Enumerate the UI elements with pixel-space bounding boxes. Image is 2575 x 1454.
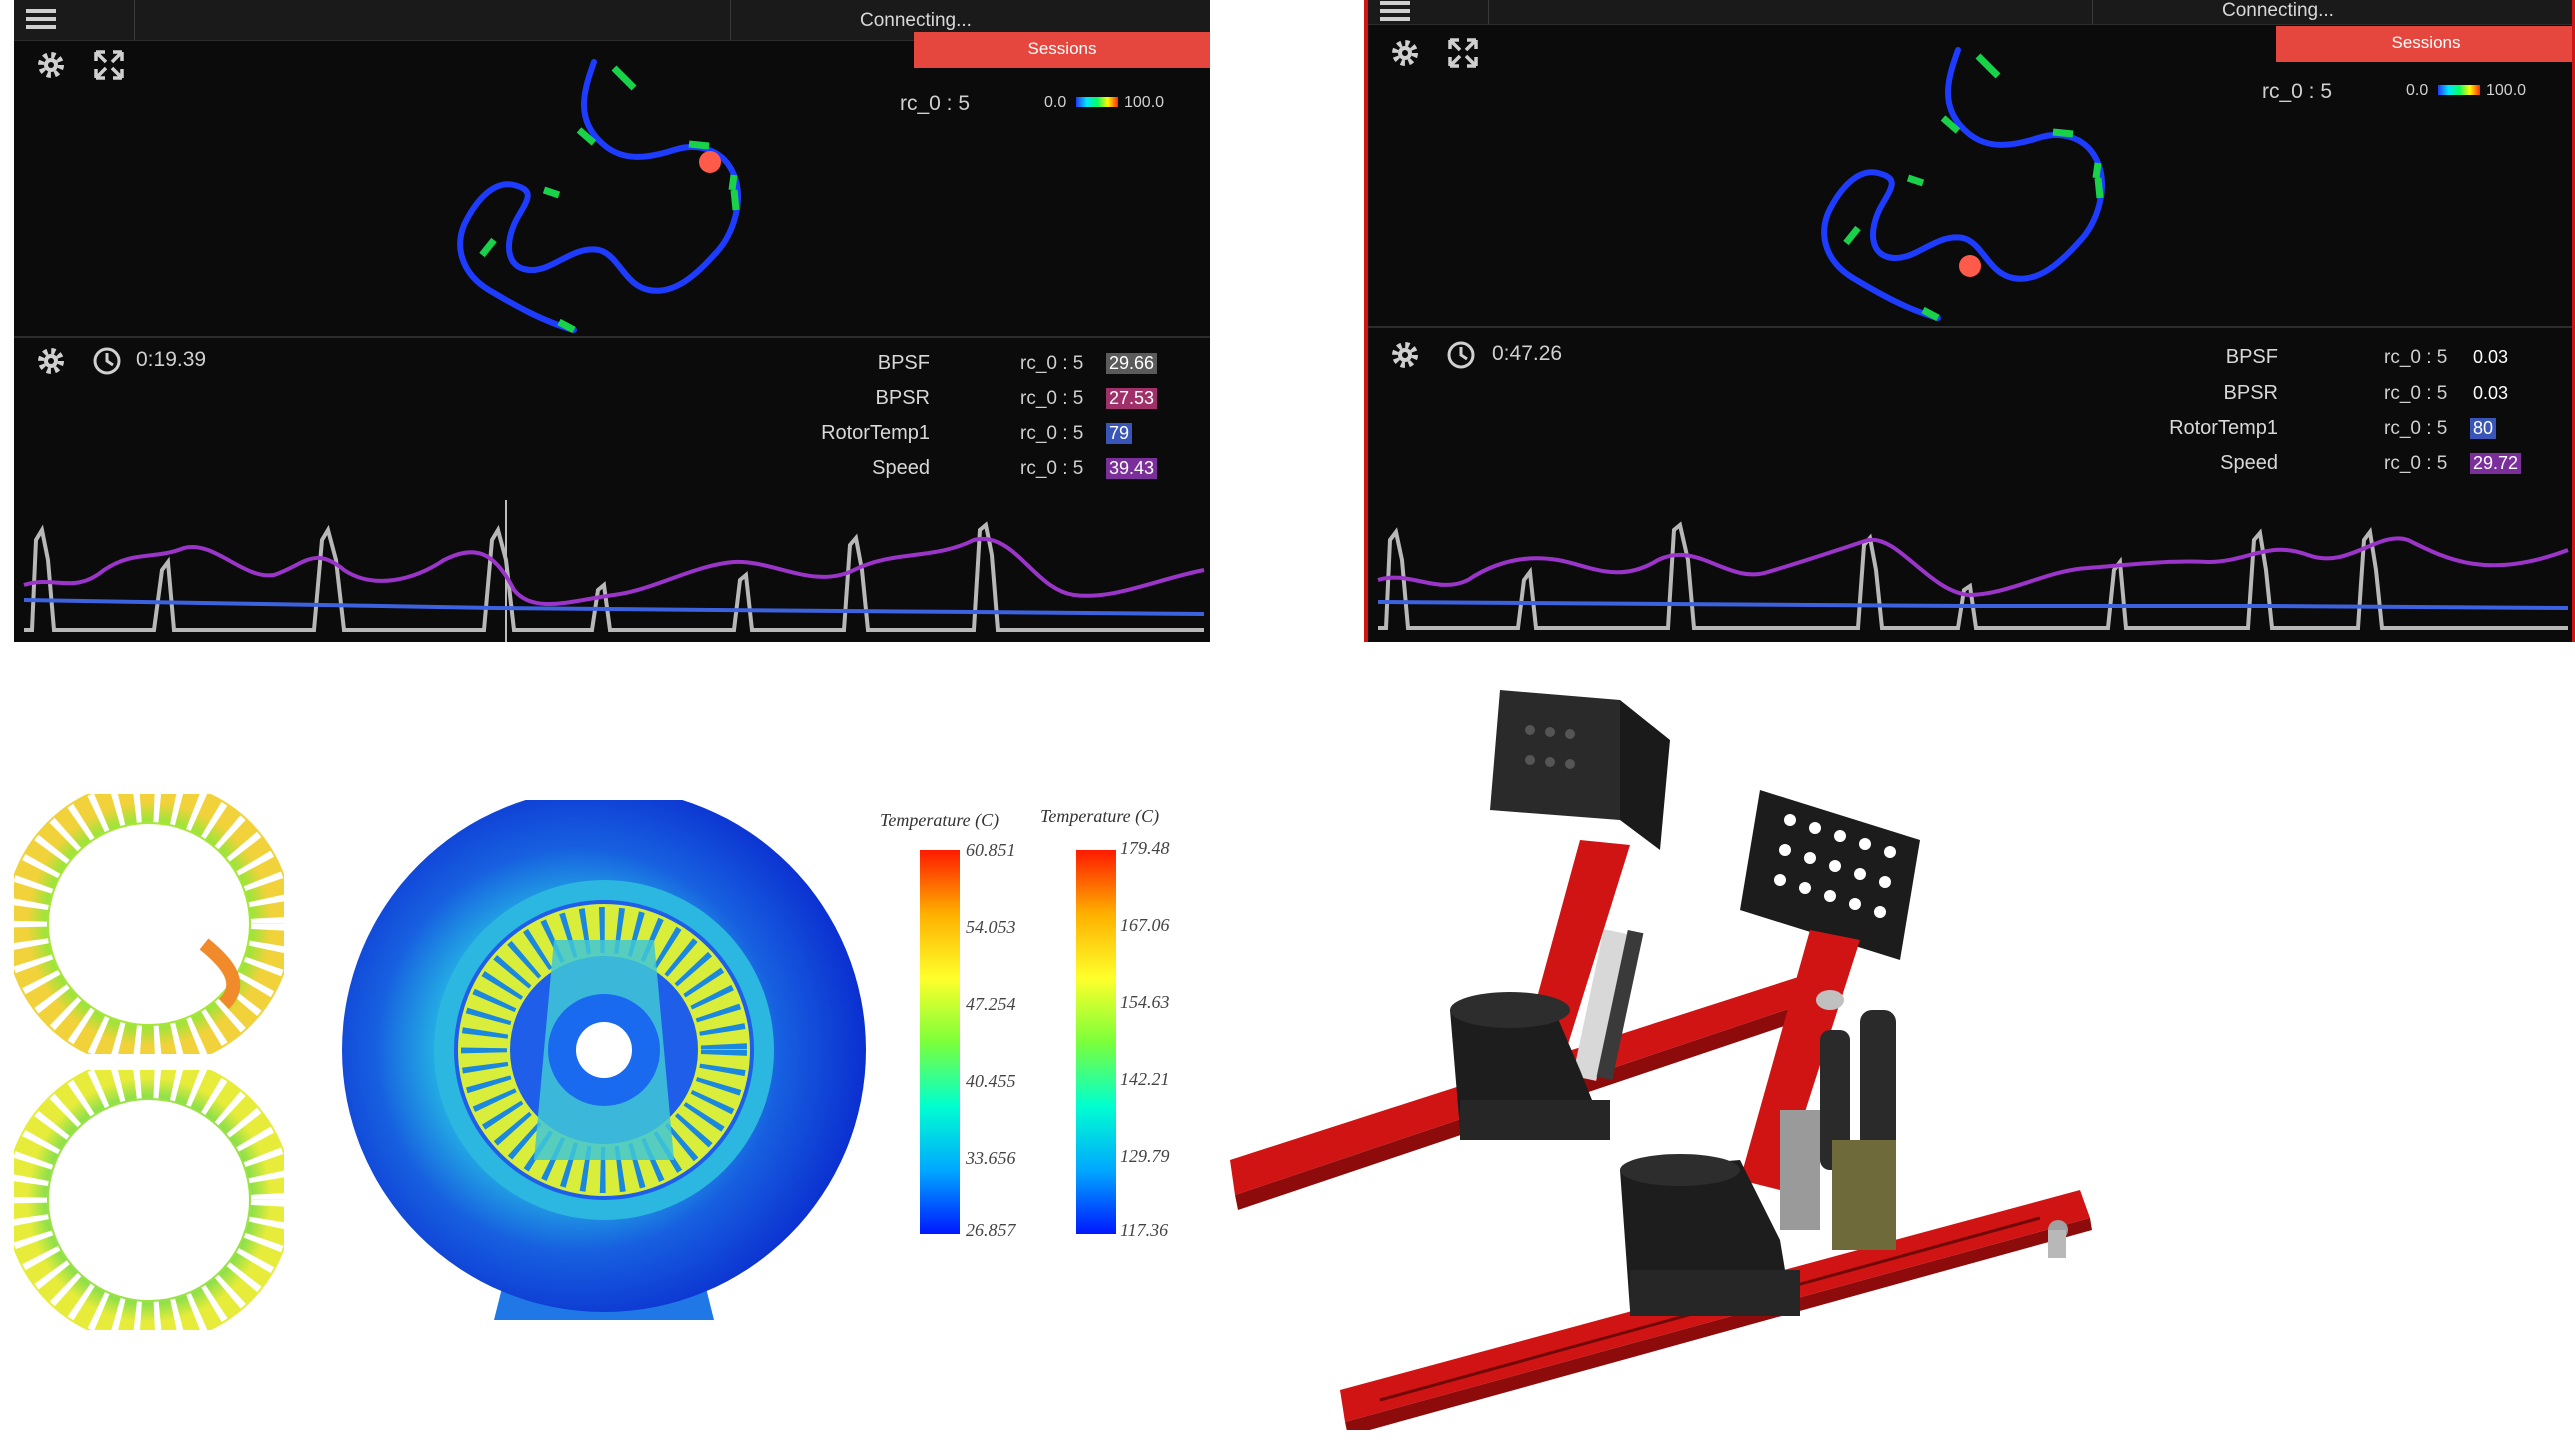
colorbar-left [920, 850, 960, 1234]
channel-value: 27.53 [1106, 388, 1158, 409]
channel-value: 29.66 [1106, 353, 1158, 374]
colorbar-tick: 33.656 [966, 1148, 1016, 1168]
channel-name: RotorTemp1 [821, 422, 930, 444]
channel-name: Speed [2220, 452, 2278, 474]
hamburger-menu-icon[interactable] [1378, 0, 1412, 24]
legend-gradient [1076, 97, 1118, 107]
colorbar-tick: 60.851 [966, 840, 1016, 860]
track-session-label: rc_0 : 5 [900, 92, 971, 115]
colorbar-tick: 179.48 [1120, 838, 1170, 858]
channel-name: RotorTemp1 [2169, 417, 2278, 439]
wheel-assembly-thermal [342, 800, 866, 1320]
elapsed-time: 0:47.26 [1492, 342, 1563, 365]
track-session-label: rc_0 : 5 [2262, 80, 2333, 103]
legend-min: 0.0 [1044, 94, 1067, 111]
channel-name: BPSR [2223, 382, 2278, 404]
channel-name: BPSR [875, 387, 930, 409]
channel-source: rc_0 : 5 [2384, 383, 2448, 404]
channel-source: rc_0 : 5 [2384, 418, 2448, 439]
telemetry-panel-right: Connecting... Sessions rc_0 : 5 0.0 100.… [1364, 0, 2575, 642]
sessions-button[interactable]: Sessions [914, 32, 1210, 68]
rotor-thermal-small-top [14, 794, 284, 1054]
channel-source: rc_0 : 5 [1020, 388, 1084, 409]
connection-status: Connecting... [2222, 0, 2334, 21]
connection-status: Connecting... [860, 10, 972, 31]
colorbar-right [1076, 850, 1116, 1234]
colorbar-title: Temperature (C) [1040, 806, 1160, 826]
colorbar-tick: 142.21 [1120, 1069, 1170, 1089]
legend-max: 100.0 [2486, 82, 2527, 99]
top-bar: Connecting... [14, 0, 1210, 41]
elapsed-time: 0:19.39 [136, 348, 207, 371]
channel-name: BPSF [2225, 346, 2278, 368]
top-bar: Connecting... [1368, 0, 2572, 25]
colorbar-title: Temperature (C) [880, 810, 1000, 830]
panel-divider [14, 336, 1210, 338]
channel-source: rc_0 : 5 [1020, 458, 1084, 479]
channel-name: Speed [872, 457, 930, 479]
colorbar-tick: 40.455 [966, 1071, 1016, 1091]
legend-max: 100.0 [1124, 94, 1165, 111]
panel-divider [1368, 326, 2572, 328]
chart-settings-gear-icon[interactable] [1388, 338, 1422, 372]
settings-gear-icon[interactable] [1388, 36, 1422, 70]
telemetry-panel-left: Connecting... Sessions rc_0 : 5 0.0 100.… [14, 0, 1210, 642]
rotor-thermal-small-bottom [14, 1070, 284, 1330]
colorbar-tick: 154.63 [1120, 992, 1170, 1012]
legend-min: 0.0 [2406, 82, 2429, 99]
colorbar-tick: 117.36 [1120, 1220, 1169, 1240]
channel-value: 79 [1106, 423, 1133, 444]
fullscreen-icon[interactable] [92, 48, 126, 82]
sessions-button[interactable]: Sessions [2276, 26, 2572, 62]
pedal-box-cad-render [1230, 690, 2092, 1430]
colorbar-tick: 167.06 [1120, 915, 1170, 935]
channel-value: 0.03 [2473, 383, 2509, 403]
channel-value: 80 [2470, 418, 2497, 439]
telemetry-traces [1377, 521, 2569, 630]
legend-gradient [2438, 85, 2480, 95]
colorbar-tick: 129.79 [1120, 1146, 1170, 1166]
channel-source: rc_0 : 5 [2384, 347, 2448, 368]
channel-source: rc_0 : 5 [2384, 453, 2448, 474]
clock-icon [93, 347, 121, 375]
hamburger-menu-icon[interactable] [24, 6, 58, 32]
track-map [1821, 47, 2105, 322]
clock-icon [1447, 341, 1475, 369]
channel-name: BPSF [877, 352, 930, 374]
settings-gear-icon[interactable] [34, 48, 68, 82]
channel-value: 29.72 [2470, 453, 2522, 474]
colorbar-tick: 54.053 [966, 917, 1016, 937]
telemetry-traces [23, 500, 1205, 642]
channel-source: rc_0 : 5 [1020, 423, 1084, 444]
colorbar-tick: 26.857 [966, 1220, 1016, 1240]
track-map [457, 59, 741, 334]
chart-settings-gear-icon[interactable] [34, 344, 68, 378]
channel-value: 0.03 [2473, 347, 2509, 367]
colorbar-tick: 47.254 [966, 994, 1016, 1014]
channel-source: rc_0 : 5 [1020, 353, 1084, 374]
fullscreen-icon[interactable] [1446, 36, 1480, 70]
brake-rotor-thermal-figure: Temperature (C) 60.851 54.053 47.254 40.… [0, 770, 1200, 1350]
channel-value: 39.43 [1106, 458, 1158, 479]
